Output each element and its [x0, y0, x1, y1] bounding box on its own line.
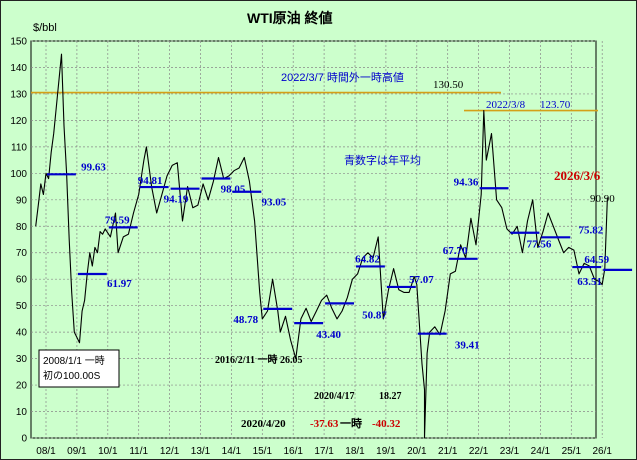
y-tick-label: 130: [10, 89, 27, 100]
x-tick-label: 22/1: [469, 446, 489, 457]
plot-area: [30, 40, 597, 439]
low-2020-value: 18.27: [379, 391, 402, 402]
low-2020-date: 2020/4/17: [314, 391, 355, 402]
y-tick-label: 80: [16, 222, 28, 233]
x-tick-label: 16/1: [283, 446, 303, 457]
x-tick-label: 12/1: [160, 446, 180, 457]
yearly-average-label: 94.81: [138, 175, 163, 187]
yearly-average-label: 43.40: [316, 329, 341, 341]
x-tick-label: 24/1: [531, 446, 551, 457]
x-tick-label: 20/1: [407, 446, 427, 457]
yearly-average-label: 48.78: [233, 314, 258, 326]
x-tick-label: 10/1: [98, 446, 118, 457]
x-tick-label: 11/1: [129, 446, 148, 457]
yearly-average-label: 98.05: [221, 183, 246, 195]
y-tick-label: 120: [10, 116, 27, 127]
y-tick-label: 40: [16, 328, 28, 339]
yearly-average-label: 50.87: [362, 309, 387, 321]
legend-note: 青数字は年平均: [344, 153, 421, 167]
y-tick-label: 30: [16, 354, 28, 365]
latest-date: 2026/3/6: [554, 168, 601, 183]
x-tick-label: 21/1: [438, 446, 458, 457]
yearly-average-label: 99.63: [81, 161, 106, 173]
x-tick-label: 26/1: [592, 446, 612, 457]
note-box: [38, 349, 120, 388]
yearly-average-label: 64.59: [584, 254, 609, 266]
yearly-average-label: 39.41: [455, 340, 480, 352]
yearly-average-label: 61.97: [107, 278, 132, 290]
neg-2020-intraday: -40.32: [372, 418, 401, 430]
latest-value: 90.90: [590, 193, 615, 205]
x-tick-label: 19/1: [376, 446, 396, 457]
yearly-average-label: 94.36: [454, 176, 479, 188]
yearly-average-label: 77.56: [527, 239, 552, 251]
y-tick-label: 70: [16, 248, 28, 259]
peak-2022-value: 130.50: [433, 79, 464, 91]
neg-2020-word: 一時: [340, 416, 362, 430]
note-box-line2: 初の100.00S: [43, 369, 101, 382]
y-tick-label: 0: [21, 434, 27, 445]
x-tick-label: 09/1: [67, 446, 87, 457]
chart-title: WTI原油 終値: [247, 10, 333, 26]
yearly-average-label: 63.51: [577, 276, 602, 288]
yearly-average-label: 79.59: [105, 214, 130, 226]
x-tick-label: 25/1: [562, 446, 582, 457]
y-tick-label: 10: [16, 407, 28, 418]
low-2016-label: 2016/2/11 一時 26.05: [215, 353, 303, 366]
close-2022-label: 2022/3/8: [486, 99, 526, 111]
yearly-average-label: 75.82: [578, 224, 603, 236]
yearly-average-label: 93.05: [261, 197, 286, 209]
y-tick-label: 60: [16, 275, 28, 286]
y-tick-label: 90: [16, 195, 28, 206]
peak-2022-label: 2022/3/7 時間外一時高値: [281, 70, 404, 84]
x-tick-label: 18/1: [345, 446, 365, 457]
neg-2020-close: -37.63: [310, 418, 339, 430]
yearly-average-label: 64.82: [355, 253, 380, 265]
y-tick-label: 50: [16, 301, 28, 312]
wti-price-line: [35, 53, 608, 439]
yearly-average-label: 67.70: [443, 245, 468, 257]
y-tick-label: 140: [10, 63, 27, 74]
yearly-average-label: 57.07: [409, 274, 434, 286]
y-tick-label: 110: [11, 142, 27, 153]
close-2022-value: 123.70: [540, 99, 571, 111]
x-tick-label: 23/1: [500, 446, 520, 457]
y-axis-unit: $/bbl: [33, 22, 57, 34]
neg-2020-date: 2020/4/20: [241, 418, 286, 430]
x-tick-label: 13/1: [191, 446, 211, 457]
y-tick-label: 150: [10, 37, 27, 48]
y-tick-label: 20: [16, 381, 28, 392]
x-tick-label: 17/1: [314, 446, 334, 457]
x-tick-label: 14/1: [222, 446, 242, 457]
x-tick-label: 15/1: [253, 446, 273, 457]
y-tick-label: 100: [10, 169, 27, 180]
note-box-line1: 2008/1/1 一時: [43, 355, 105, 367]
x-tick-label: 08/1: [36, 446, 56, 457]
yearly-average-label: 94.19: [164, 194, 189, 206]
